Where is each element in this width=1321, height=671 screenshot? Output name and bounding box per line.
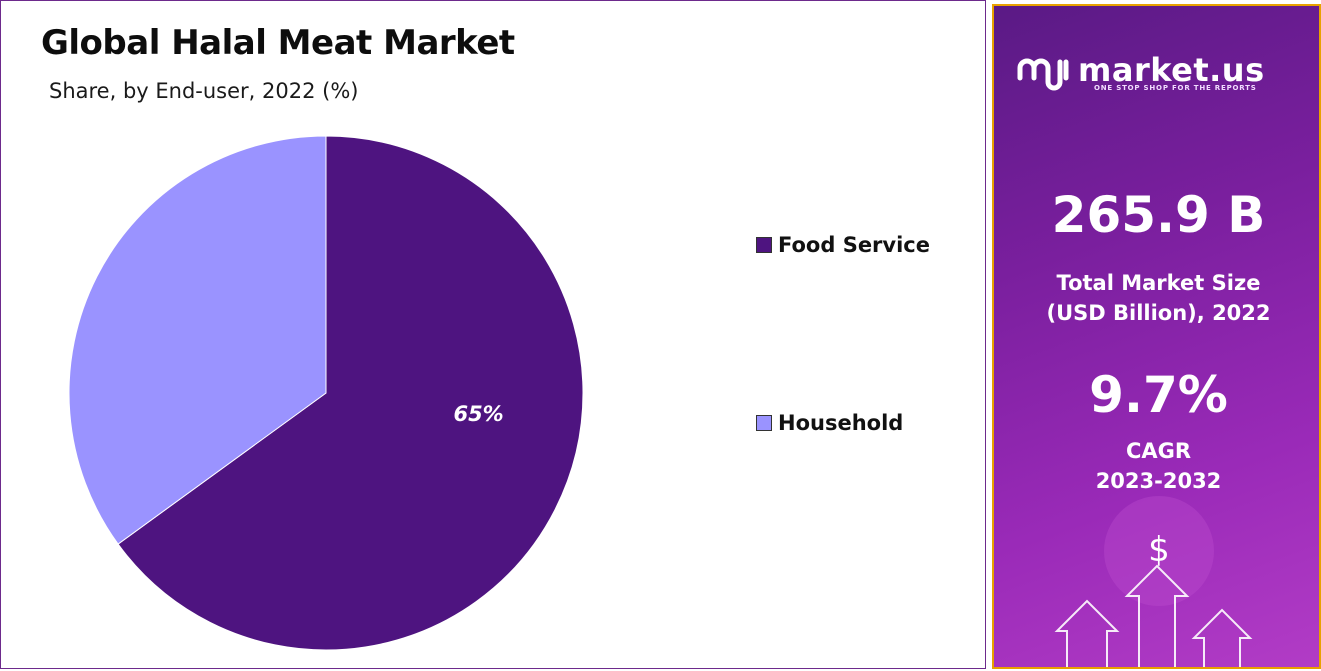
legend-label-food-service: Food Service — [778, 233, 930, 257]
chart-subtitle: Share, by End-user, 2022 (%) — [49, 79, 359, 103]
logo-text: market.us — [1078, 51, 1265, 89]
cagr-value: 9.7% — [1089, 366, 1228, 424]
legend-item-household: Household — [756, 411, 903, 435]
chart-title: Global Halal Meat Market — [41, 23, 515, 63]
pie-data-label-food-service: 65% — [453, 402, 503, 426]
pie-slice-household — [68, 135, 327, 545]
growth-arrows-graphic: $ — [1054, 496, 1253, 667]
legend-swatch-food-service — [756, 237, 772, 253]
pie-slice-food-service — [117, 135, 584, 651]
up-arrow-icon — [1191, 608, 1253, 667]
chart-panel: Global Halal Meat Market Share, by End-u… — [0, 0, 986, 669]
legend-label-household: Household — [778, 411, 904, 435]
legend-item-food-service: Food Service — [756, 233, 930, 257]
legend-swatch-household — [756, 415, 772, 431]
market-size-label-2: (USD Billion), 2022 — [1046, 301, 1271, 325]
market-us-logo: market.us — [1014, 48, 1265, 92]
market-us-logo-icon — [1017, 58, 1069, 91]
market-size-value: 265.9 B — [1051, 186, 1266, 244]
cagr-label-1: CAGR — [1125, 439, 1192, 463]
cagr-label-2: 2023-2032 — [1095, 469, 1222, 493]
market-size-label-1: Total Market Size — [1056, 271, 1261, 295]
pie-chart: 65% — [68, 135, 584, 651]
up-arrow-icon — [1054, 599, 1120, 667]
up-arrow-icon — [1124, 564, 1190, 667]
logo-tagline: ONE STOP SHOP FOR THE REPORTS — [1094, 84, 1257, 92]
dollar-icon: $ — [1148, 530, 1170, 570]
summary-sidebar: market.us ONE STOP SHOP FOR THE REPORTS … — [992, 4, 1321, 669]
